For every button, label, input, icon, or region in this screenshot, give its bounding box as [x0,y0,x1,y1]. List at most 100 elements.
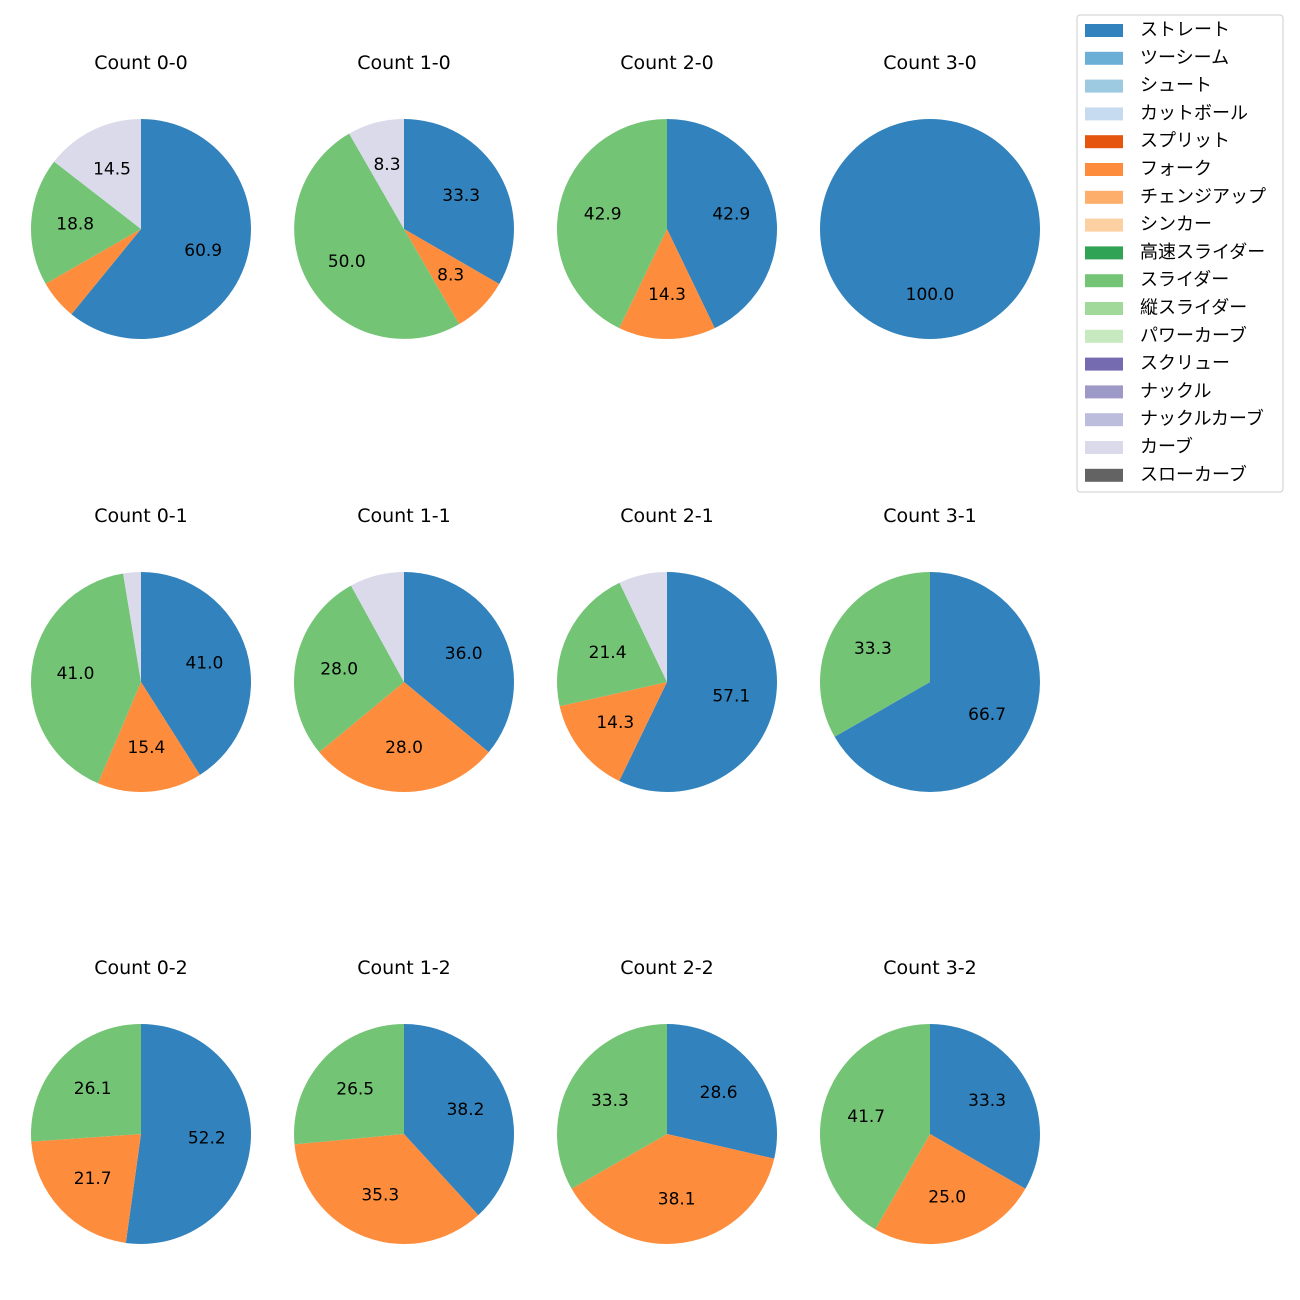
slice-フォーク [97,682,200,793]
slice-ストレート [71,119,251,339]
slice-フォーク [559,682,667,782]
slice-label: 41.0 [185,654,223,674]
legend-label: チェンジアップ [1140,186,1266,207]
slice-label: 26.1 [74,1079,112,1099]
legend-swatch [1085,107,1123,121]
slice-カーブ [349,118,404,229]
slice-ストレート [404,1024,515,1216]
slice-label: 33.3 [968,1091,1006,1111]
slice-スライダー [30,1024,142,1142]
slice-ストレート [667,119,778,329]
legend-label: ナックル [1140,381,1211,402]
legend-item: ナックル [1085,381,1211,402]
pie-title: Count 1-0 [357,52,451,74]
slice-カーブ [351,572,404,682]
legend-item: ナックルカーブ [1085,408,1264,430]
slice-label: 57.1 [712,687,750,707]
slice-ストレート [619,572,778,792]
legend-item: シュート [1085,75,1212,96]
legend-item: ツーシーム [1085,47,1229,68]
slice-フォーク [31,1134,141,1243]
slice-label: 28.0 [385,738,423,758]
slice-スライダー [556,582,667,707]
pie-title: Count 3-2 [883,957,977,979]
slice-label: 8.3 [373,155,400,175]
slice-スライダー [819,572,930,737]
pie-count-2-0: Count 2-0 42.9 14.3 42.9 [556,52,778,340]
pie-count-0-2: Count 0-2 52.2 21.7 26.1 [30,957,252,1245]
legend-label: 高速スライダー [1140,242,1265,263]
legend-item: スライダー [1085,270,1229,291]
slice-スライダー [556,118,667,329]
legend-item: カーブ [1085,436,1193,458]
slice-スライダー [294,1024,404,1145]
pie-count-3-1: Count 3-1 66.7 33.3 [819,505,1040,792]
legend-label: フォーク [1140,159,1212,180]
legend-swatch [1085,385,1123,399]
legend-label: 縦スライダー [1140,298,1247,319]
slice-label: 14.3 [596,713,634,733]
legend-swatch [1085,79,1123,93]
slice-スライダー [294,133,460,339]
pie-title: Count 2-0 [620,52,714,74]
slice-label: 18.8 [56,214,94,234]
legend-swatch [1085,302,1123,315]
pie-title: Count 1-1 [357,505,451,527]
legend-label: スクリュー [1140,353,1230,374]
legend-item: 高速スライダー [1085,242,1265,263]
slice-label: 28.0 [320,660,358,680]
slice-ストレート [141,572,252,775]
slice-フォーク [404,229,500,325]
slice-フォーク [571,1134,775,1245]
pie-title: Count 1-2 [357,957,451,979]
legend-item: スクリュー [1085,353,1230,374]
slice-フォーク [294,1134,479,1245]
legend-label: スローカーブ [1140,463,1247,485]
slice-ストレート [667,1024,778,1159]
legend-label: カットボール [1140,103,1248,124]
slice-label: 33.3 [854,639,892,659]
slice-スライダー [30,573,141,784]
slice-label: 38.2 [447,1100,485,1120]
slice-ストレート [820,119,1040,339]
slice-label: 28.6 [700,1083,738,1103]
slice-ストレート [404,572,515,753]
pie-count-2-1: Count 2-1 57.1 14.3 21.4 [556,505,778,792]
legend-item: スローカーブ [1085,463,1247,485]
slice-label: 41.0 [57,664,95,684]
legend-label: パワーカーブ [1140,324,1247,346]
slice-ストレート [404,119,514,284]
legend-item: スプリット [1085,131,1230,152]
legend-swatch [1085,246,1123,260]
slice-フォーク [319,682,489,793]
legend-swatch [1085,357,1123,371]
legend-swatch [1085,441,1123,454]
slice-label: 33.3 [442,186,480,206]
legend-swatch [1085,329,1123,343]
pie-title: Count 2-2 [620,957,714,979]
slice-フォーク [875,1134,1026,1245]
pie-charts: Count 0-0 60.9 18.8 14.5 Count 1-0 33.3 8.3 50.… [30,52,1041,1245]
slice-カーブ [619,572,667,682]
legend-swatch [1085,51,1123,65]
slice-label: 14.5 [93,160,131,180]
legend-swatch [1085,135,1123,149]
slice-label: 38.1 [658,1189,696,1209]
pie-title: Count 0-2 [94,957,188,979]
legend-item: ストレート [1085,20,1230,41]
legend-label: シュート [1140,75,1212,96]
legend-swatch [1085,163,1123,176]
slice-label: 8.3 [437,266,464,286]
slice-label: 14.3 [648,285,686,305]
pie-count-3-2: Count 3-2 33.3 25.0 41.7 [819,957,1041,1245]
slice-スライダー [30,161,141,284]
slice-スライダー [819,1024,930,1230]
legend-item: フォーク [1085,159,1212,180]
legend-swatch [1085,274,1123,288]
legend-swatch [1085,468,1123,482]
slice-label: 42.9 [584,204,622,224]
slice-label: 33.3 [591,1091,629,1111]
pie-count-1-2: Count 1-2 38.2 35.3 26.5 [294,957,515,1245]
pie-count-2-2: Count 2-2 28.6 38.1 33.3 [556,957,778,1245]
